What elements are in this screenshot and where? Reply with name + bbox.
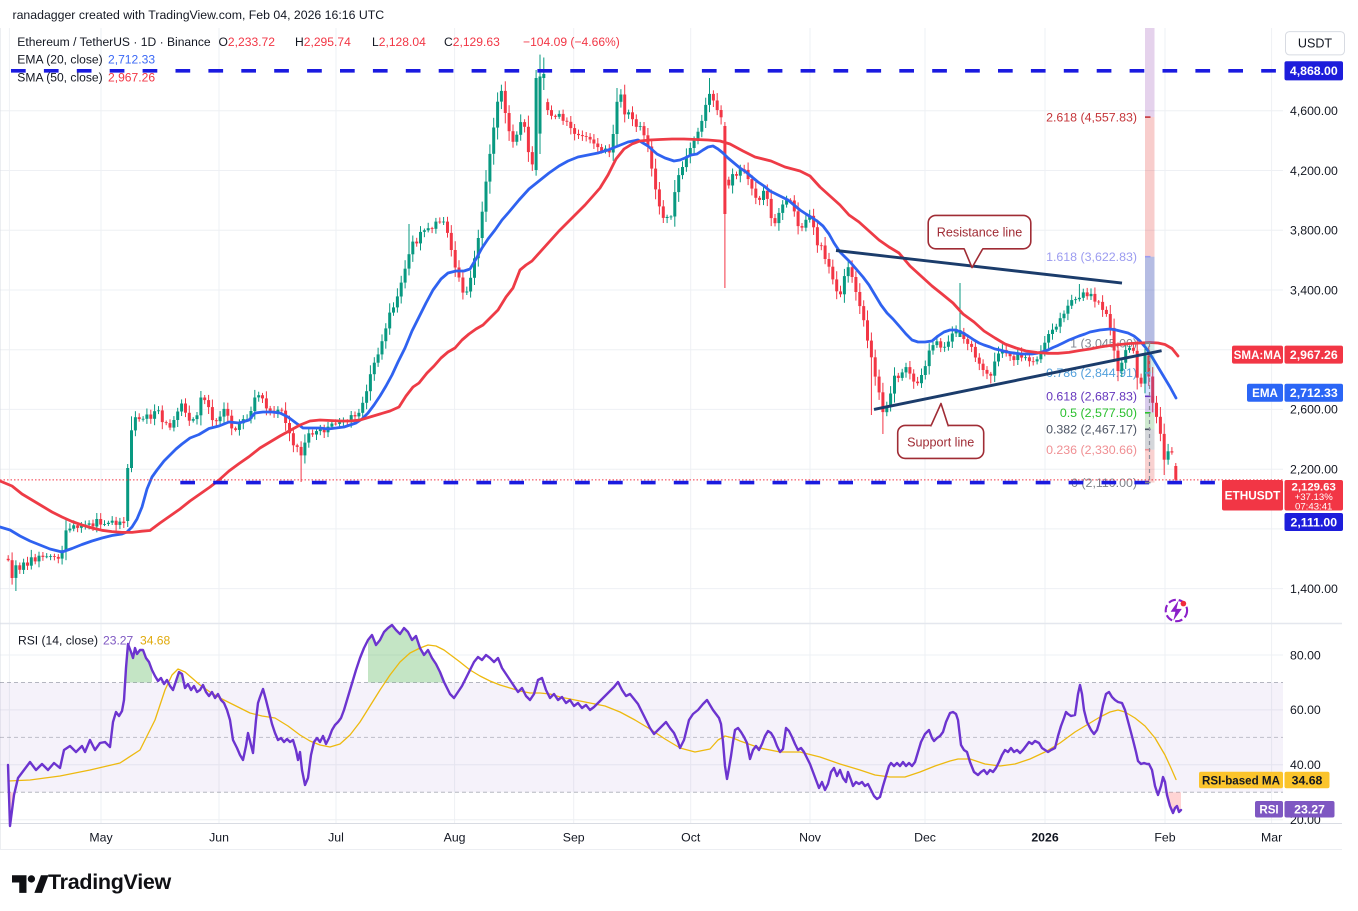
svg-text:2,200.00: 2,200.00 bbox=[1290, 463, 1338, 477]
svg-text:ETHUSDT: ETHUSDT bbox=[1225, 489, 1282, 503]
svg-text:07:43:41: 07:43:41 bbox=[1295, 501, 1332, 512]
svg-text:1 (3,045.00): 1 (3,045.00) bbox=[1070, 336, 1137, 350]
svg-text:Jun: Jun bbox=[209, 830, 229, 844]
svg-text:RSI-based MA: RSI-based MA bbox=[1202, 774, 1281, 787]
svg-text:2026: 2026 bbox=[1031, 830, 1059, 844]
svg-text:USDT: USDT bbox=[1298, 37, 1333, 51]
svg-text:May: May bbox=[89, 830, 113, 844]
svg-text:0.618 (2,687.83): 0.618 (2,687.83) bbox=[1046, 390, 1137, 404]
svg-text:4,600.00: 4,600.00 bbox=[1290, 104, 1338, 118]
svg-text:0.382 (2,467.17): 0.382 (2,467.17) bbox=[1046, 423, 1137, 437]
svg-text:EMA: EMA bbox=[1252, 387, 1278, 400]
svg-text:0.236 (2,330.66): 0.236 (2,330.66) bbox=[1046, 443, 1137, 457]
svg-text:Mar: Mar bbox=[1261, 830, 1282, 844]
svg-text:Ethereum / TetherUS · 1D · Bin: Ethereum / TetherUS · 1D · Binance bbox=[17, 35, 211, 49]
svg-text:23.27: 23.27 bbox=[1294, 803, 1325, 817]
svg-text:EMA (20, close) 2,712.33: EMA (20, close) 2,712.33 bbox=[17, 53, 155, 67]
svg-text:Resistance line: Resistance line bbox=[937, 226, 1022, 240]
svg-text:3,800.00: 3,800.00 bbox=[1290, 224, 1338, 238]
svg-text:4,200.00: 4,200.00 bbox=[1290, 164, 1338, 178]
svg-text:Sep: Sep bbox=[563, 830, 585, 844]
svg-text:2,967.26: 2,967.26 bbox=[1290, 348, 1338, 362]
svg-text:2,600.00: 2,600.00 bbox=[1290, 403, 1338, 417]
svg-text:3,400.00: 3,400.00 bbox=[1290, 283, 1338, 297]
svg-text:34.68: 34.68 bbox=[1292, 773, 1323, 787]
svg-text:RSI (14, close) 23.27 34.68: RSI (14, close) 23.27 34.68 bbox=[18, 634, 171, 648]
svg-text:2,712.33: 2,712.33 bbox=[1290, 386, 1338, 400]
svg-text:2.618 (4,557.83): 2.618 (4,557.83) bbox=[1046, 110, 1137, 124]
svg-text:4,868.00: 4,868.00 bbox=[1290, 64, 1338, 78]
svg-text:SMA:MA: SMA:MA bbox=[1234, 349, 1282, 362]
svg-text:1,400.00: 1,400.00 bbox=[1290, 582, 1338, 596]
svg-text:1.618 (3,622.83): 1.618 (3,622.83) bbox=[1046, 250, 1137, 264]
svg-text:2,129.63: 2,129.63 bbox=[1292, 481, 1336, 493]
svg-text:Aug: Aug bbox=[444, 830, 466, 844]
svg-text:Nov: Nov bbox=[799, 830, 822, 844]
svg-text:Jul: Jul bbox=[328, 830, 344, 844]
svg-text:40.00: 40.00 bbox=[1290, 758, 1321, 772]
svg-text:ranadagger created with Tradin: ranadagger created with TradingView.com,… bbox=[13, 8, 385, 22]
svg-text:+37.13%: +37.13% bbox=[1295, 492, 1334, 503]
svg-text:Support line: Support line bbox=[907, 436, 974, 450]
svg-text:0.786 (2,844.91): 0.786 (2,844.91) bbox=[1046, 366, 1137, 380]
svg-text:80.00: 80.00 bbox=[1290, 648, 1321, 662]
svg-text:60.00: 60.00 bbox=[1290, 703, 1321, 717]
svg-text:Feb: Feb bbox=[1154, 830, 1175, 844]
svg-text:2,111.00: 2,111.00 bbox=[1291, 515, 1338, 529]
svg-text:Oct: Oct bbox=[681, 830, 701, 844]
svg-text:0.5 (2,577.50): 0.5 (2,577.50) bbox=[1060, 406, 1137, 420]
svg-text:Dec: Dec bbox=[914, 830, 936, 844]
svg-text:RSI: RSI bbox=[1259, 804, 1278, 817]
svg-text:SMA (50, close) 2,967.26: SMA (50, close) 2,967.26 bbox=[17, 70, 155, 84]
svg-text:TradingView: TradingView bbox=[48, 870, 172, 894]
